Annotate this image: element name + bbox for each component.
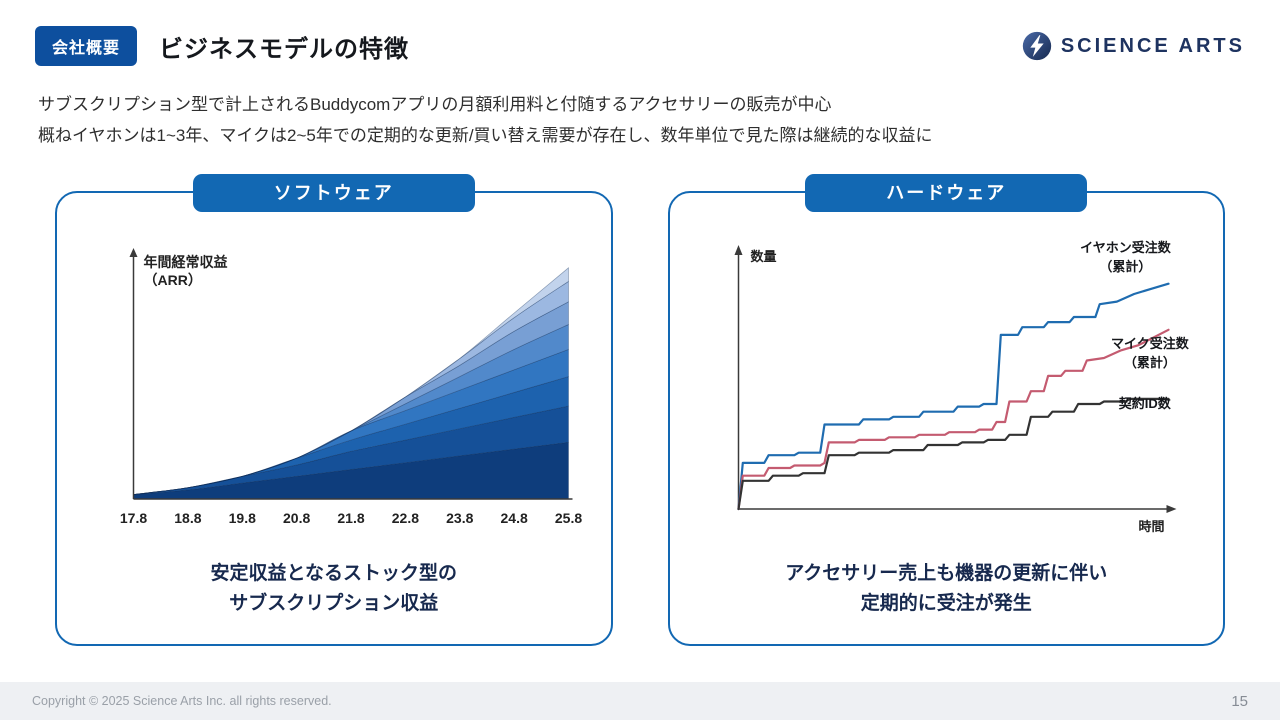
hardware-caption-line-2: 定期的に受注が発生	[860, 592, 1032, 614]
svg-text:19.8: 19.8	[229, 510, 256, 526]
software-caption-line-1: 安定収益となるストック型の	[210, 563, 457, 585]
hardware-caption-line-1: アクセサリー売上も機器の更新に伴い	[785, 563, 1108, 585]
hardware-caption: アクセサリー売上も機器の更新に伴い 定期的に受注が発生	[785, 559, 1107, 618]
page-number: 15	[1231, 692, 1248, 710]
slide-header: 会社概要 ビジネスモデルの特徴 SCIENCE ARTS	[0, 0, 1280, 66]
svg-text:（ARR）: （ARR）	[144, 272, 202, 288]
svg-text:時間: 時間	[1138, 519, 1164, 534]
intro-text: サブスクリプション型で計上されるBuddycomアプリの月額利用料と付随するアク…	[38, 90, 1280, 151]
svg-text:年間経常収益: 年間経常収益	[144, 254, 228, 270]
earphone-series-label: イヤホン受注数 （累計）	[1080, 239, 1171, 277]
copyright-text: Copyright © 2025 Science Arts Inc. all r…	[32, 694, 332, 708]
svg-text:17.8: 17.8	[120, 510, 147, 526]
intro-line-1: サブスクリプション型で計上されるBuddycomアプリの月額利用料と付随するアク…	[38, 95, 832, 114]
intro-line-2: 概ねイヤホンは1~3年、マイクは2~5年での定期的な更新/買い替え需要が存在し、…	[38, 125, 933, 145]
svg-text:22.8: 22.8	[392, 510, 419, 526]
contract-id-series-label-line-1: 契約ID数	[1118, 396, 1171, 412]
svg-text:数量: 数量	[750, 249, 776, 264]
hardware-chart-area: 数量時間 イヤホン受注数 （累計） マイク受注数 （累計） 契約ID数	[694, 233, 1199, 551]
software-card-header: ソフトウェア	[192, 174, 475, 213]
svg-text:25.8: 25.8	[555, 510, 582, 526]
svg-text:24.8: 24.8	[501, 510, 528, 526]
section-badge: 会社概要	[35, 26, 138, 66]
software-caption: 安定収益となるストック型の サブスクリプション収益	[211, 559, 457, 618]
earphone-series-label-line-1: イヤホン受注数	[1080, 240, 1171, 256]
company-logo: SCIENCE ARTS	[1022, 31, 1245, 61]
earphone-series-label-line-2: （累計）	[1099, 259, 1152, 275]
svg-text:18.8: 18.8	[175, 510, 202, 526]
hardware-card: ハードウェア 数量時間 イヤホン受注数 （累計） マイク受注数 （累計） 契約I…	[667, 174, 1225, 647]
mic-series-label-line-1: マイク受注数	[1111, 336, 1189, 352]
mic-series-label-line-2: （累計）	[1123, 355, 1176, 371]
slide-footer: Copyright © 2025 Science Arts Inc. all r…	[0, 682, 1280, 720]
page-title: ビジネスモデルの特徴	[159, 35, 410, 63]
software-chart-area: 17.8 18.8 19.8 20.8 21.8 22.8 23.8 24.8 25.8 年間経常…	[81, 233, 586, 551]
svg-text:21.8: 21.8	[338, 510, 365, 526]
contract-id-series-label: 契約ID数	[1119, 395, 1171, 414]
hardware-card-header: ハードウェア	[805, 174, 1088, 213]
logo-text: SCIENCE ARTS	[1060, 34, 1245, 57]
svg-text:23.8: 23.8	[446, 510, 473, 526]
software-card: ソフトウェア 17.8 18.8 19.8 20.8 21.8 22.8 23.8 24.8 2…	[55, 174, 613, 647]
logo-icon	[1022, 31, 1051, 61]
svg-text:20.8: 20.8	[283, 510, 310, 526]
arr-stacked-area-chart: 17.8 18.8 19.8 20.8 21.8 22.8 23.8 24.8 25.8 年間経常…	[120, 248, 583, 526]
software-caption-line-2: サブスクリプション収益	[229, 592, 439, 614]
content-cards: ソフトウェア 17.8 18.8 19.8 20.8 21.8 22.8 23.8 24.8 2…	[55, 174, 1225, 647]
mic-series-label: マイク受注数 （累計）	[1111, 335, 1189, 373]
